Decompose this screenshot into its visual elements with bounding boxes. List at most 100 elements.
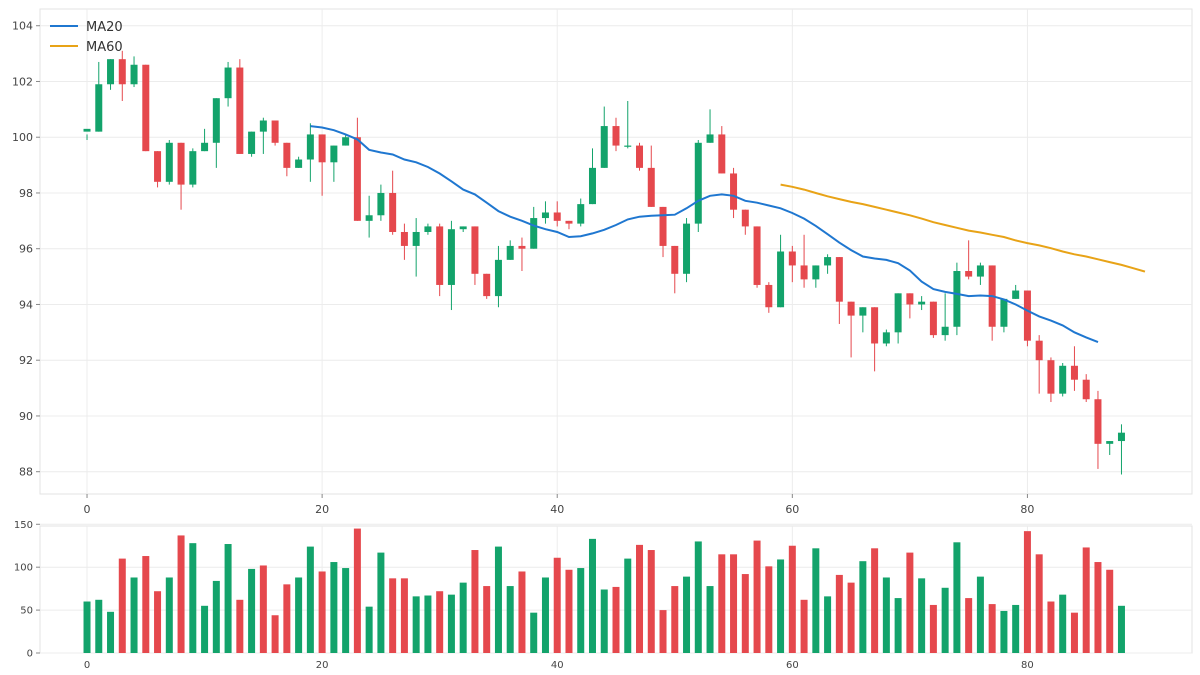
candle-up	[941, 326, 949, 336]
volume-bar	[612, 586, 620, 653]
volume-bar	[965, 598, 973, 653]
candle-down	[353, 137, 361, 221]
legend-label-ma20: MA20	[86, 20, 123, 35]
candle-up	[459, 226, 467, 230]
volume-bar	[1082, 547, 1090, 653]
volume-bar	[777, 559, 785, 653]
volume-bar	[424, 595, 432, 653]
volume-bar	[400, 578, 408, 653]
candle-up	[1117, 432, 1125, 442]
candle-down	[389, 192, 397, 232]
candle-up	[918, 301, 926, 305]
candle-down	[565, 220, 573, 224]
volume-bar	[271, 615, 279, 653]
candle-down	[659, 206, 667, 246]
price-y-tick-label: 92	[19, 354, 33, 367]
candles	[83, 50, 1125, 475]
candle-down	[1070, 365, 1078, 380]
candle-up	[83, 128, 91, 132]
candle-down	[118, 59, 126, 85]
volume-bar	[894, 598, 902, 653]
candle-up	[859, 307, 867, 316]
volume-bar	[95, 599, 103, 653]
legend-label-ma60: MA60	[86, 40, 123, 55]
volume-bar	[882, 577, 890, 653]
candle-up	[506, 245, 514, 260]
volume-bar	[177, 535, 185, 653]
volume-panel: 0 50 100 150 0 20 40 60 80	[14, 520, 1193, 671]
candle-down	[177, 142, 185, 185]
candle-down	[142, 64, 150, 152]
candle-down	[1047, 360, 1055, 394]
volume-bar	[741, 574, 749, 653]
candle-down	[636, 145, 644, 168]
candle-down	[671, 245, 679, 274]
volume-bar	[377, 552, 385, 653]
volume-bar	[918, 578, 926, 653]
candle-down	[929, 301, 937, 336]
volume-bar	[259, 565, 267, 653]
volume-x-tick-label: 20	[316, 660, 329, 671]
volume-bar	[624, 558, 632, 653]
candle-down	[1035, 340, 1043, 361]
volume-y-tick-label: 150	[14, 520, 33, 531]
volume-bar	[353, 528, 361, 653]
candle-up	[365, 215, 373, 221]
candle-up	[412, 231, 420, 246]
candle-down	[400, 231, 408, 246]
volume-bar	[941, 587, 949, 653]
price-y-tick-label: 88	[19, 466, 33, 479]
volume-bar	[83, 601, 91, 653]
volume-bar	[1070, 612, 1078, 653]
volume-bar	[412, 596, 420, 653]
candle-down	[283, 142, 291, 168]
price-y-tick-label: 102	[12, 75, 33, 88]
volume-bar	[988, 604, 996, 653]
volume-x-axis: 0 20 40 60 80	[84, 660, 1034, 671]
price-y-tick-label: 96	[19, 243, 33, 256]
volume-y-axis: 0 50 100 150	[14, 520, 40, 660]
price-y-tick-label: 100	[12, 131, 33, 144]
volume-bar	[494, 546, 502, 653]
candle-up	[259, 120, 267, 132]
volume-bar	[389, 578, 397, 653]
candle-down	[847, 301, 855, 316]
candle-up	[494, 259, 502, 297]
candle-down	[436, 226, 444, 285]
volume-bar	[236, 599, 244, 653]
candle-up	[541, 212, 549, 219]
volume-bar	[1094, 562, 1102, 653]
volume-bar	[1035, 554, 1043, 653]
volume-x-tick-label: 40	[551, 660, 564, 671]
volume-bar	[1023, 531, 1031, 653]
candle-down	[1023, 290, 1031, 341]
candle-up	[1012, 290, 1020, 299]
volume-bar	[212, 580, 220, 653]
volume-x-tick-label: 0	[84, 660, 90, 671]
volume-bar	[1000, 610, 1008, 653]
candle-down	[965, 271, 973, 277]
volume-bar	[647, 550, 655, 653]
volume-bar	[871, 548, 879, 653]
candle-down	[730, 173, 738, 210]
volume-bar	[530, 612, 538, 653]
candle-up	[107, 59, 115, 85]
volume-bars	[83, 528, 1125, 653]
candle-up	[447, 229, 455, 285]
price-x-tick-label: 60	[785, 503, 799, 516]
volume-bar	[929, 604, 937, 653]
volume-bar	[588, 538, 596, 653]
candle-down	[471, 226, 479, 274]
volume-bar	[730, 554, 738, 653]
candle-down	[741, 209, 749, 227]
volume-bar	[283, 584, 291, 653]
ma60-line	[780, 183, 1146, 273]
candle-up	[165, 142, 173, 182]
volume-bar	[459, 582, 467, 653]
price-y-tick-label: 90	[19, 410, 33, 423]
volume-bar	[636, 544, 644, 653]
candle-down	[765, 284, 773, 308]
price-panel: 88 90 92 94 96 98 100 102 104 0 20 40 60 80 MA20 MA6…	[12, 8, 1193, 516]
candle-up	[812, 265, 820, 280]
candle-down	[835, 257, 843, 302]
